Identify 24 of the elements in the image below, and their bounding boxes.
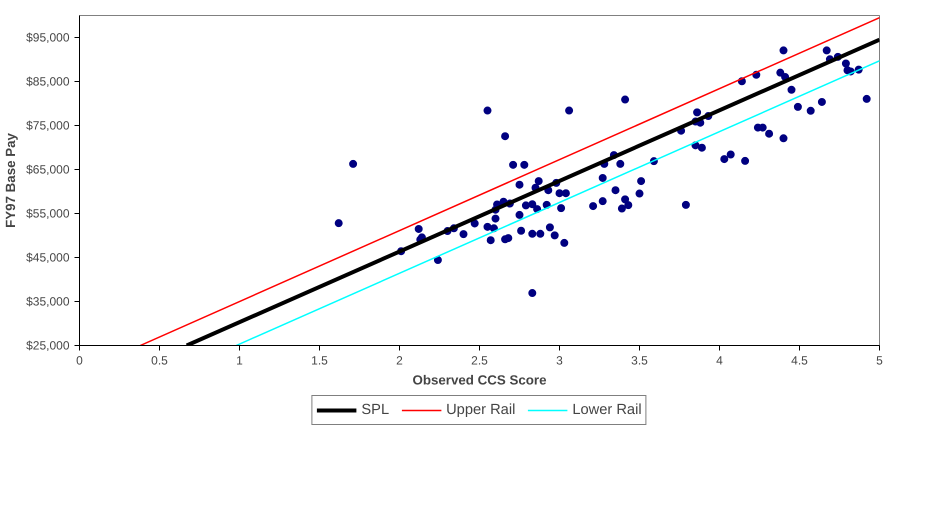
y-tick-label: $75,000 [26, 118, 70, 132]
y-tick-label: $65,000 [26, 162, 70, 176]
y-axis-title: FY97 Base Pay [3, 132, 18, 228]
y-tick-label: $95,000 [26, 30, 70, 44]
x-tick-label: 3 [556, 354, 564, 368]
legend-label: SPL [361, 402, 390, 418]
x-tick-label: 2 [396, 354, 404, 368]
y-tick-label: $35,000 [26, 294, 70, 308]
y-tick-label: $55,000 [26, 206, 70, 220]
x-tick-label: 1.5 [311, 354, 328, 368]
x-axis-title: Observed CCS Score [412, 372, 547, 388]
y-tick-label: $25,000 [26, 338, 70, 352]
x-tick-label: 0.5 [151, 354, 168, 368]
x-tick-label: 4 [716, 354, 724, 368]
x-tick-label: 0 [76, 354, 84, 368]
y-tick-label: $85,000 [26, 74, 70, 88]
y-tick-label: $45,000 [26, 250, 70, 264]
x-tick-label: 5 [876, 354, 884, 368]
x-tick-label: 2.5 [471, 354, 488, 368]
legend-label: Lower Rail [572, 402, 642, 418]
x-tick-label: 3.5 [631, 354, 648, 368]
x-tick-label: 1 [236, 354, 244, 368]
legend-label: Upper Rail [446, 402, 516, 418]
x-tick-label: 4.5 [791, 354, 808, 368]
